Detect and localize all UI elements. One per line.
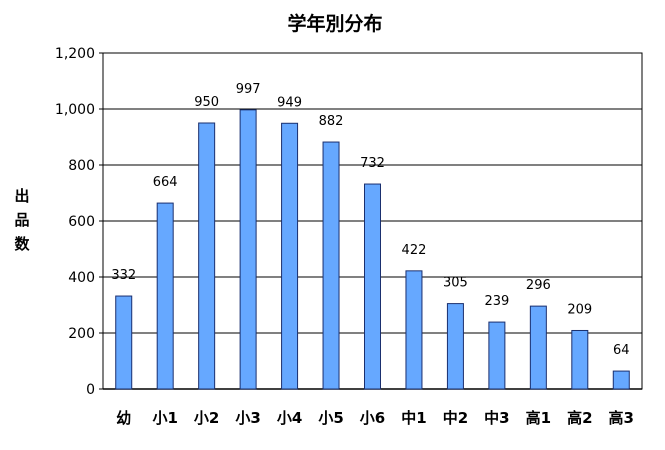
- bar: [198, 122, 216, 390]
- x-tick-label: 小1: [152, 409, 177, 427]
- data-label: 64: [613, 343, 630, 358]
- x-tick-label: 高2: [567, 409, 592, 427]
- bar: [156, 202, 174, 390]
- y-tick-label: 0: [86, 382, 95, 398]
- data-label: 305: [443, 276, 468, 291]
- x-tick-label: 小3: [235, 409, 260, 427]
- x-tick-label: 中3: [484, 409, 509, 427]
- data-label: 732: [360, 156, 385, 171]
- data-label: 332: [111, 268, 136, 283]
- y-tick-label: 1,000: [55, 102, 95, 118]
- data-label: 296: [526, 278, 551, 293]
- data-label: 997: [236, 82, 261, 97]
- bar: [571, 329, 589, 390]
- x-tick-label: 高1: [526, 409, 551, 427]
- x-tick-label: 中2: [443, 409, 468, 427]
- y-tick-label: 200: [68, 326, 95, 342]
- bar: [115, 295, 133, 390]
- x-tick-label: 高3: [609, 409, 634, 427]
- data-label: 422: [402, 243, 427, 258]
- bar: [488, 321, 506, 390]
- chart-title: 学年別分布: [287, 12, 382, 35]
- data-label: 949: [277, 95, 302, 110]
- x-tick-label: 小6: [360, 409, 385, 427]
- bar: [529, 305, 547, 390]
- data-labels: 332 664 950 997 949 882 732 422 305 239 296 209 64: [111, 82, 629, 358]
- x-axis-ticks: 幼 小1 小2 小3 小4 小5 小6 中1 中2 中3 高1 高2 高3: [116, 409, 634, 427]
- bar: [405, 270, 423, 390]
- y-axis-label-char: 数: [14, 235, 30, 253]
- y-tick-label: 1,200: [55, 46, 95, 62]
- data-label: 209: [567, 302, 592, 317]
- y-tick-label: 600: [68, 214, 95, 230]
- y-tick-label: 800: [68, 158, 95, 174]
- bar: [364, 183, 381, 390]
- bar: [322, 141, 340, 390]
- bar: [612, 370, 630, 390]
- data-label: 239: [484, 294, 509, 309]
- y-axis-label-char: 出: [14, 187, 29, 205]
- x-tick-label: 幼: [116, 409, 131, 427]
- x-tick-label: 小2: [194, 409, 219, 427]
- data-label: 664: [153, 175, 178, 190]
- bar: [281, 122, 299, 390]
- y-tick-label: 400: [68, 270, 95, 286]
- y-axis-ticks: 0 200 400 600 800 1,000 1,200: [55, 46, 103, 398]
- x-tick-label: 小5: [318, 409, 343, 427]
- data-label: 950: [194, 95, 219, 110]
- bar: [239, 109, 257, 390]
- bars: [115, 109, 630, 390]
- x-tick-label: 小4: [277, 409, 302, 427]
- data-label: 882: [319, 114, 344, 129]
- x-tick-label: 中1: [401, 409, 426, 427]
- bar: [446, 303, 464, 390]
- y-axis-label-char: 品: [14, 211, 29, 229]
- y-axis-label: 出品数: [14, 187, 30, 253]
